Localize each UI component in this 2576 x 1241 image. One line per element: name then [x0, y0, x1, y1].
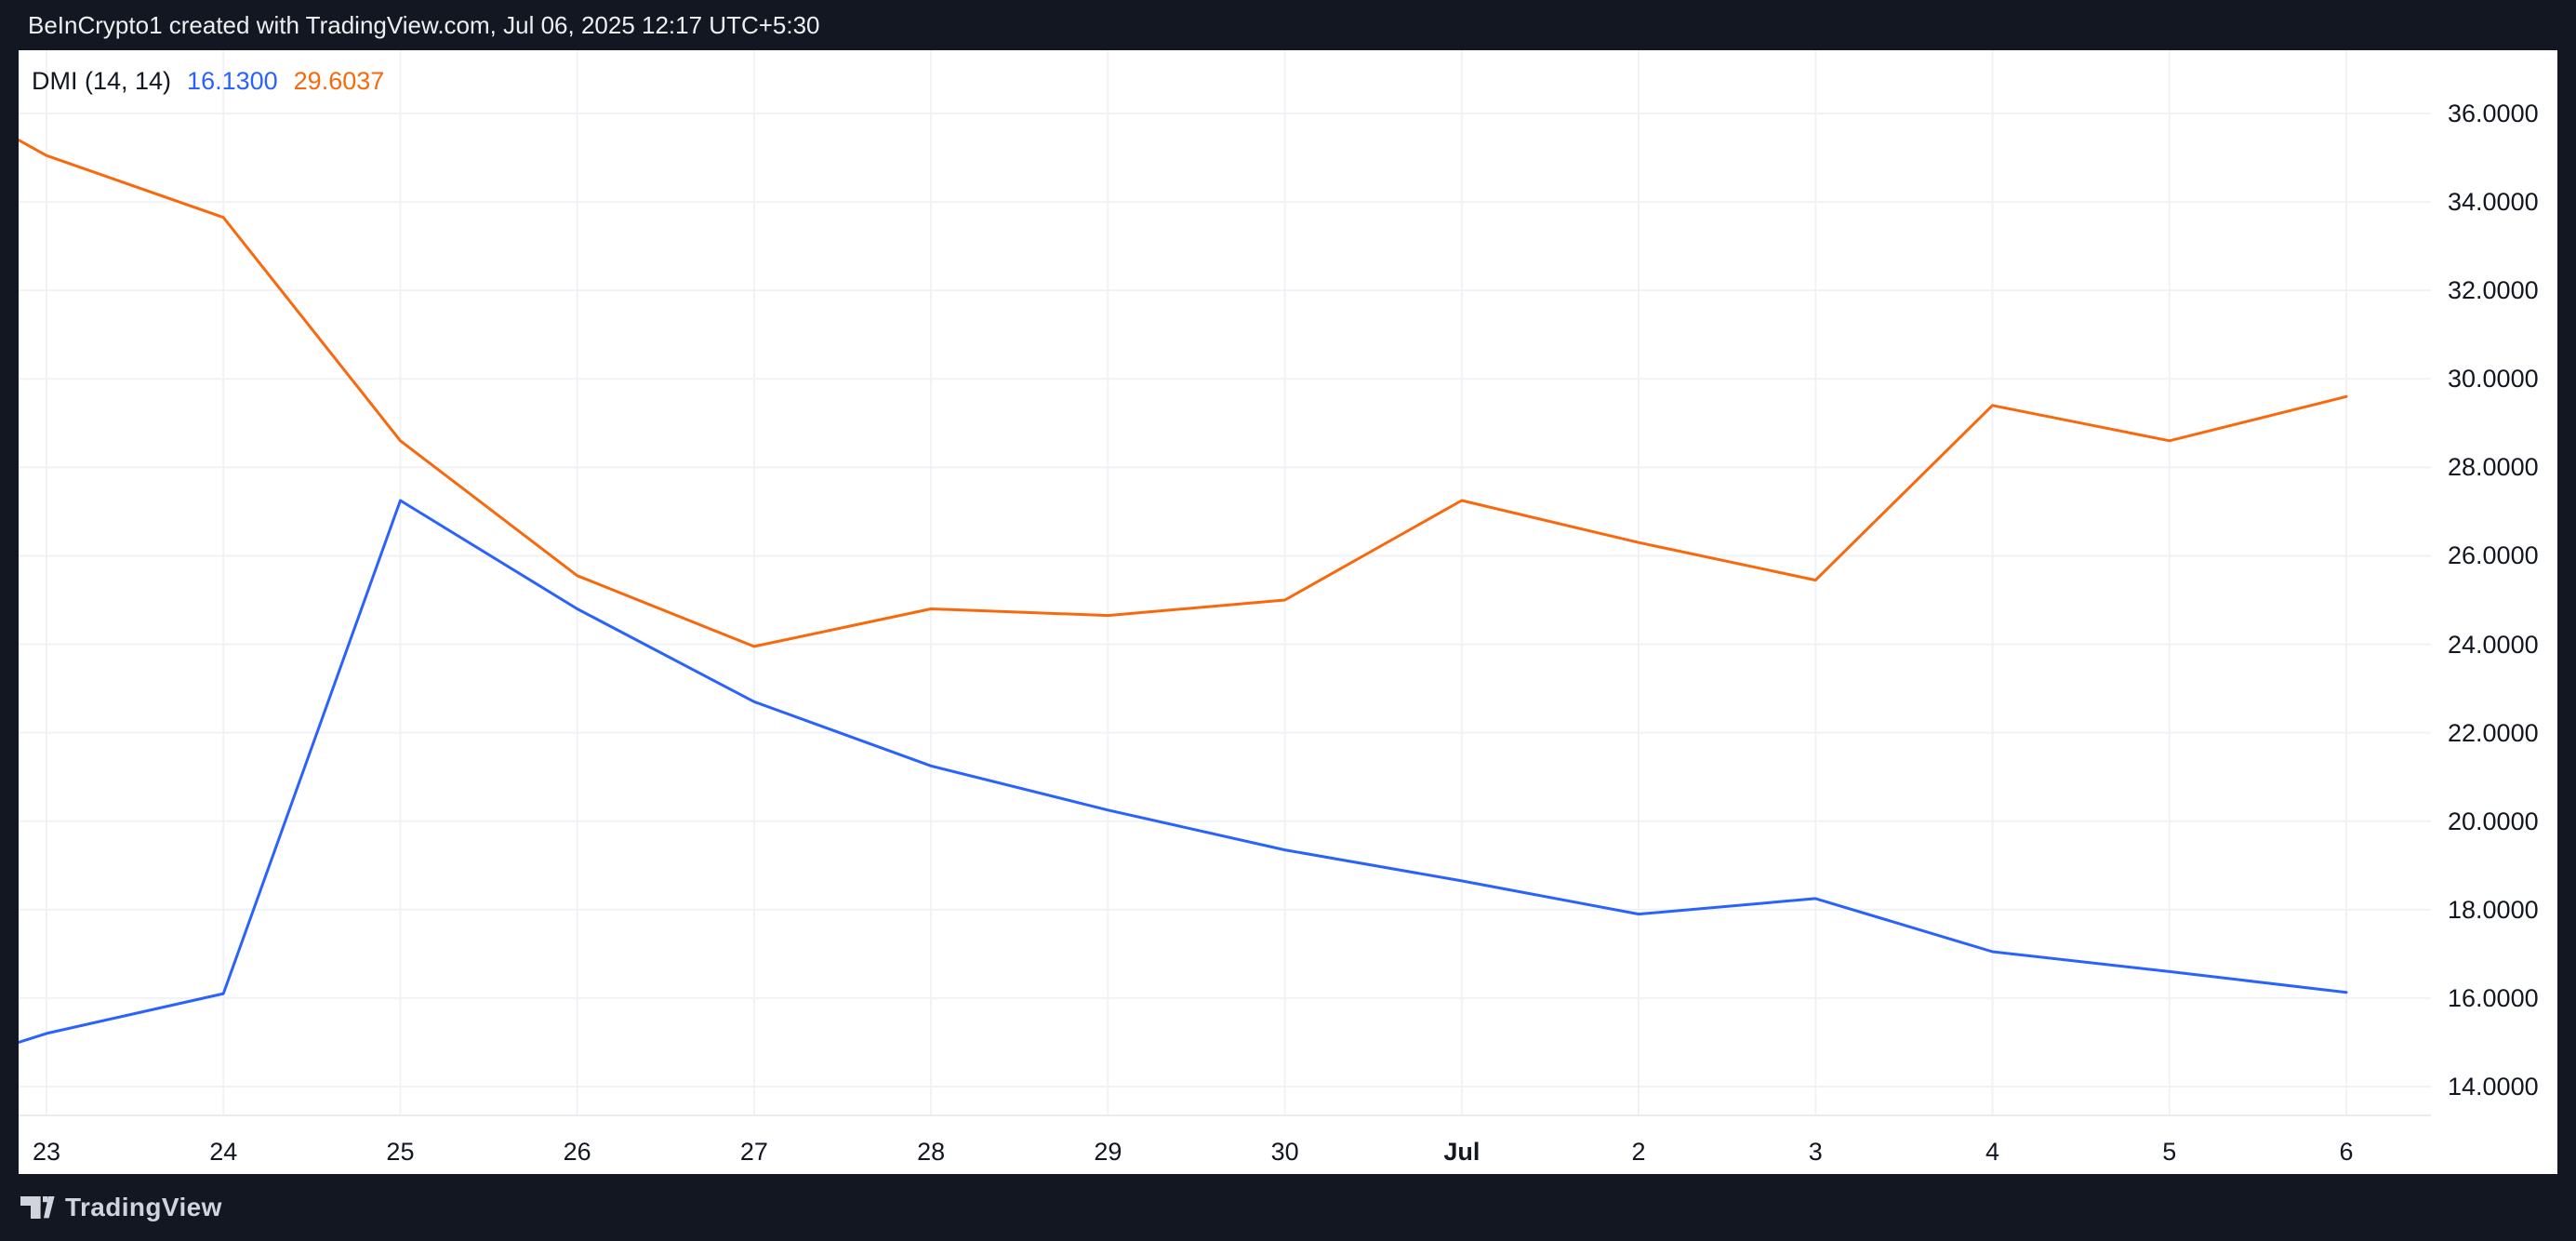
time-axis-label: 30: [1270, 1138, 1299, 1166]
price-axis-label: 20.0000: [2448, 807, 2539, 835]
footer-bar: TradingView: [0, 1174, 2576, 1241]
plus-di-line[interactable]: [19, 499, 2348, 1044]
time-axis-label: 4: [1985, 1138, 2000, 1166]
time-axis-label: 28: [917, 1138, 946, 1166]
time-axis-label: 2: [1631, 1138, 1646, 1166]
price-axis-label: 26.0000: [2448, 541, 2539, 570]
price-axis-label: 34.0000: [2448, 188, 2539, 217]
price-axis-label: 14.0000: [2448, 1072, 2539, 1101]
watermark-title: BeInCrypto1 created with TradingView.com…: [28, 10, 820, 39]
legend-minus-di-value: 29.6037: [293, 67, 385, 95]
time-axis[interactable]: 23 24 25 26 27 28 29 30 Jul 2 3 4 5 6: [19, 1114, 2431, 1174]
time-axis-label: 26: [563, 1138, 591, 1166]
time-axis-label: 29: [1094, 1138, 1122, 1166]
time-axis-label: 25: [386, 1138, 415, 1166]
price-axis-label: 16.0000: [2448, 983, 2539, 1012]
topbar: BeInCrypto1 created with TradingView.com…: [0, 0, 2576, 50]
time-axis-label: 24: [209, 1138, 238, 1166]
minus-di-line[interactable]: [19, 139, 2348, 648]
price-axis-label: 24.0000: [2448, 630, 2539, 659]
price-axis-label: 30.0000: [2448, 365, 2539, 394]
time-axis-label: 3: [1808, 1138, 1823, 1166]
dmi-plot-area[interactable]: [19, 50, 2431, 1114]
time-axis-label: Jul: [1443, 1138, 1481, 1166]
chart-panel: DMI (14, 14) 16.1300 29.6037 36.0000 34.0…: [19, 50, 2557, 1174]
price-axis-label: 28.0000: [2448, 453, 2539, 482]
indicator-legend[interactable]: DMI (14, 14) 16.1300 29.6037: [32, 67, 384, 96]
time-axis-label: 6: [2339, 1138, 2354, 1166]
legend-plus-di-value: 16.1300: [187, 67, 278, 95]
price-axis[interactable]: 36.0000 34.0000 32.0000 30.0000 28.0000 26.00…: [2431, 50, 2557, 1114]
time-axis-label: 5: [2162, 1138, 2177, 1166]
time-axis-label: 27: [739, 1138, 768, 1166]
tradingview-wordmark[interactable]: TradingView: [65, 1193, 222, 1221]
tradingview-logo-icon[interactable]: [20, 1196, 55, 1219]
indicator-title: DMI (14, 14): [32, 67, 172, 95]
time-axis-separator: [19, 1114, 2431, 1116]
price-axis-label: 18.0000: [2448, 895, 2539, 924]
price-axis-label: 22.0000: [2448, 718, 2539, 747]
price-axis-label: 32.0000: [2448, 276, 2539, 305]
time-axis-label: 23: [32, 1138, 61, 1166]
price-axis-label: 36.0000: [2448, 100, 2539, 127]
